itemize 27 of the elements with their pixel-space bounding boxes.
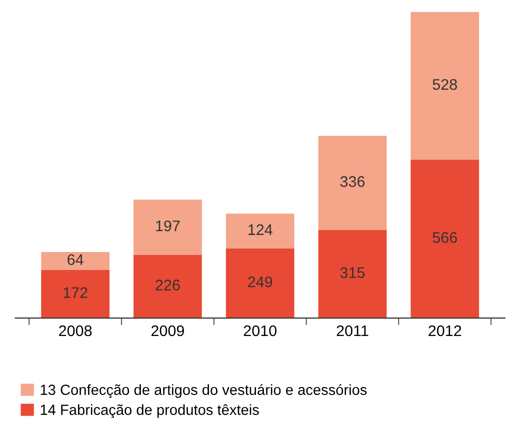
data-label: 226 xyxy=(156,280,180,290)
data-label: 315 xyxy=(340,267,365,278)
bar xyxy=(41,270,110,318)
legend-label: 14 Fabricação de produtos têxteis xyxy=(40,404,259,418)
bar xyxy=(226,248,294,318)
bar xyxy=(226,214,294,248)
data-label: 124 xyxy=(248,224,272,235)
data-label: 566 xyxy=(432,232,457,243)
data-label: 197 xyxy=(156,220,180,232)
x-tick-label: 2009 xyxy=(151,325,184,336)
x-tick-label: 2012 xyxy=(428,325,462,336)
bar xyxy=(134,200,202,255)
bar xyxy=(318,230,387,318)
bar xyxy=(410,160,480,318)
data-label: 528 xyxy=(432,79,457,90)
bar xyxy=(41,252,110,270)
data-label: 249 xyxy=(248,276,272,288)
bar xyxy=(410,12,480,160)
data-label: 172 xyxy=(64,287,88,298)
data-label: 336 xyxy=(340,176,365,187)
data-label: 64 xyxy=(68,254,84,266)
x-tick-label: 2010 xyxy=(244,325,276,336)
x-tick-label: 2011 xyxy=(336,325,368,336)
bar xyxy=(318,136,387,230)
legend-label: 13 Confecção de artigos do vestuário e acessórios xyxy=(40,384,367,398)
bar xyxy=(134,254,202,318)
x-tick-label: 2008 xyxy=(59,325,92,336)
